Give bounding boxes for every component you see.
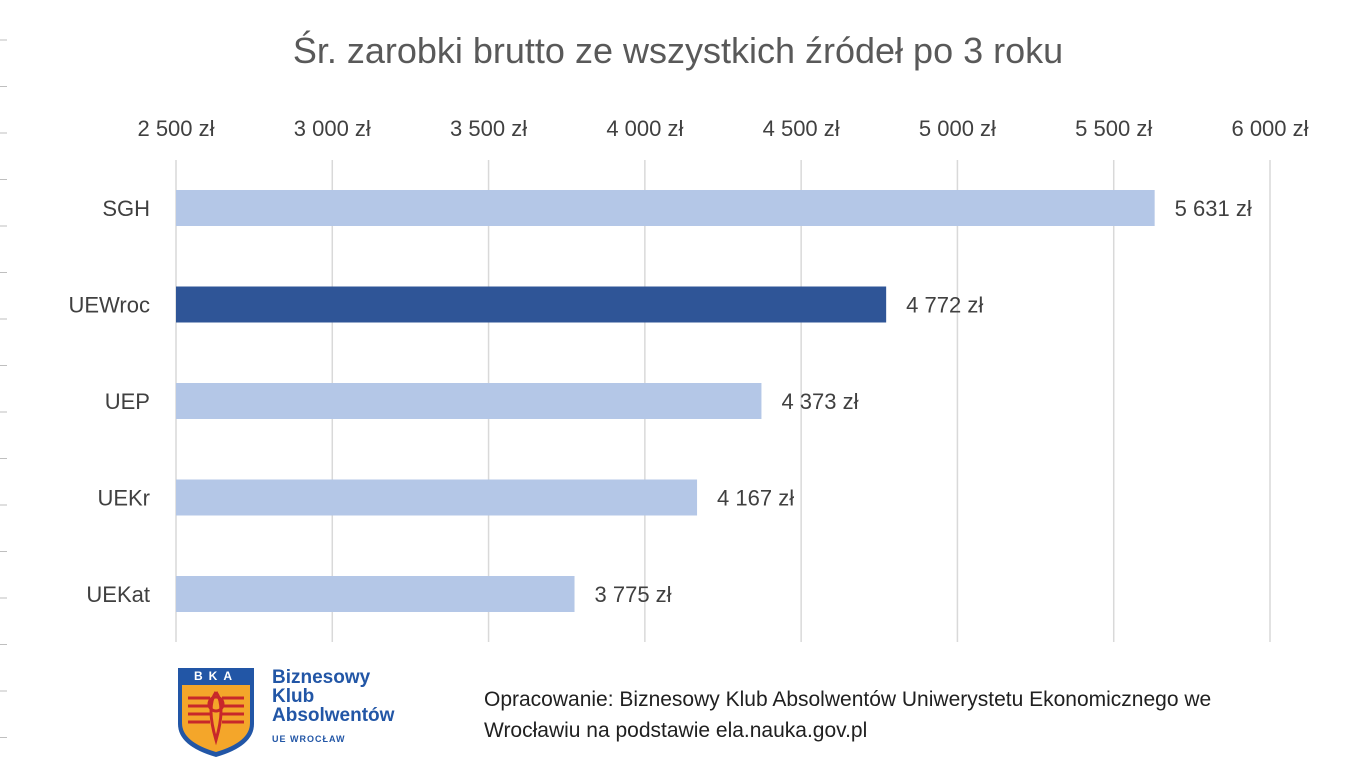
- x-tick-label: 2 500 zł: [137, 116, 214, 141]
- bar: [176, 190, 1155, 226]
- category-label: UEWroc: [69, 293, 151, 318]
- x-tick-label: 6 000 zł: [1231, 116, 1308, 141]
- bar: [176, 286, 887, 323]
- category-label: SGH: [102, 196, 150, 221]
- data-label: 4 167 zł: [717, 486, 794, 511]
- logo-name-line-2: Klub: [272, 686, 315, 707]
- x-tick-label: 5 000 zł: [919, 116, 996, 141]
- data-label: 4 772 zł: [906, 293, 983, 318]
- bar: [176, 576, 575, 612]
- logo-emblem-icon: [188, 691, 244, 746]
- x-tick-label: 5 500 zł: [1075, 116, 1152, 141]
- logo-badge-text: BKA: [194, 669, 238, 683]
- logo-badge-bar: [178, 668, 254, 683]
- bar: [176, 479, 698, 516]
- logo-shield-body: [182, 685, 250, 752]
- x-tick-label: 3 500 zł: [450, 116, 527, 141]
- logo-name-line-1: Biznesowy: [272, 667, 371, 688]
- x-tick-label: 4 000 zł: [606, 116, 683, 141]
- logo-name-line-3: Absolwentów: [272, 705, 395, 726]
- data-label: 5 631 zł: [1175, 196, 1252, 221]
- logo-subtitle: UE WROCŁAW: [272, 734, 346, 744]
- data-label: 3 775 zł: [595, 582, 672, 607]
- source-note: Opracowanie: Biznesowy Klub Absolwentów …: [484, 684, 1284, 746]
- x-tick-label: 3 000 zł: [294, 116, 371, 141]
- category-label: UEKat: [86, 582, 150, 607]
- logo-wordmark: Biznesowy Klub Absolwentów UE WROCŁAW: [272, 668, 394, 745]
- data-label: 4 373 zł: [781, 389, 858, 414]
- source-note-line-2: Wrocławiu na podstawie ela.nauka.gov.pl: [484, 719, 868, 742]
- bka-logo: BKA: [178, 668, 254, 757]
- chart-title: Śr. zarobki brutto ze wszystkich źródeł …: [292, 30, 1064, 71]
- x-tick-label: 4 500 zł: [763, 116, 840, 141]
- margin-tick-marks: [0, 39, 7, 738]
- source-note-line-1: Opracowanie: Biznesowy Klub Absolwentów …: [484, 688, 1212, 711]
- bar: [176, 383, 762, 419]
- category-label: UEKr: [97, 486, 150, 511]
- bar-chart: 2 500 zł 3 000 zł 3 500 zł 4 000 zł 4 500 zł…: [69, 116, 1309, 642]
- category-label: UEP: [105, 389, 150, 414]
